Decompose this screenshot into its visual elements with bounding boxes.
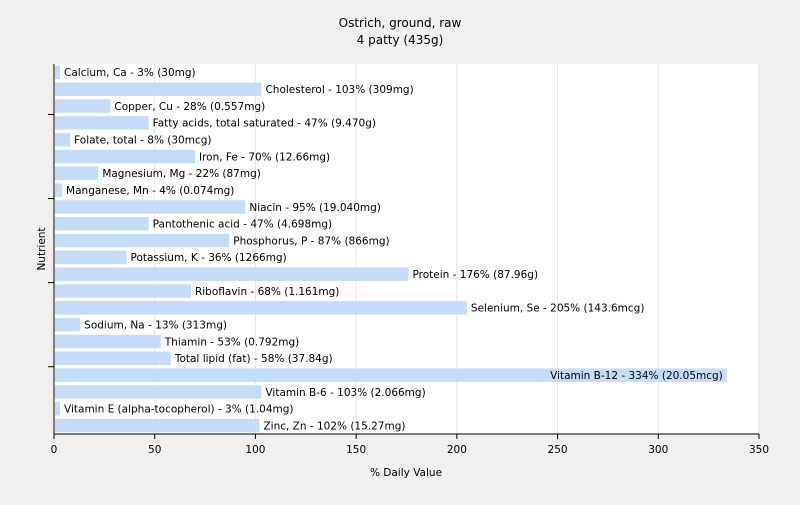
bar bbox=[55, 250, 127, 265]
bar-label: Magnesium, Mg - 22% (87mg) bbox=[102, 168, 261, 180]
bar-label: Calcium, Ca - 3% (30mg) bbox=[64, 67, 196, 79]
chart-subtitle: 4 patty (435g) bbox=[357, 33, 444, 47]
x-tick-label: 200 bbox=[447, 444, 467, 456]
bar bbox=[55, 217, 149, 231]
bar-label: Sodium, Na - 13% (313mg) bbox=[84, 319, 227, 331]
bar-label: Manganese, Mn - 4% (0.074mg) bbox=[66, 185, 234, 197]
bar-label: Thiamin - 53% (0.792mg) bbox=[164, 336, 300, 348]
bar-label: Protein - 176% (87.96g) bbox=[413, 269, 539, 281]
bar bbox=[55, 418, 260, 433]
bar-label: Potassium, K - 36% (1266mg) bbox=[131, 252, 287, 264]
y-axis-label: Nutrient bbox=[36, 227, 48, 270]
bar-label: Riboflavin - 68% (1.161mg) bbox=[195, 286, 339, 298]
bar bbox=[55, 284, 191, 298]
bar-label: Selenium, Se - 205% (143.6mcg) bbox=[471, 303, 645, 315]
bar bbox=[55, 267, 409, 281]
bar-label: Vitamin B-12 - 334% (20.05mcg) bbox=[550, 370, 723, 382]
x-tick-label: 350 bbox=[749, 444, 769, 456]
bar bbox=[55, 116, 149, 130]
bar-label: Vitamin E (alpha-tocopherol) - 3% (1.04m… bbox=[64, 404, 294, 416]
bar bbox=[55, 317, 81, 332]
bar-label: Iron, Fe - 70% (12.66mg) bbox=[199, 151, 330, 163]
bar-label: Folate, total - 8% (30mcg) bbox=[74, 134, 211, 146]
x-tick-label: 150 bbox=[346, 444, 366, 456]
bar bbox=[55, 368, 727, 382]
bar bbox=[55, 183, 63, 197]
x-axis-label: % Daily Value bbox=[370, 467, 442, 479]
chart-title: Ostrich, ground, raw bbox=[339, 16, 462, 30]
bar-label: Phosphorus, P - 87% (866mg) bbox=[233, 235, 389, 247]
x-tick-label: 0 bbox=[51, 444, 58, 456]
x-tick-label: 50 bbox=[148, 444, 161, 456]
bar bbox=[55, 351, 171, 366]
bar bbox=[55, 65, 61, 80]
bar-label: Cholesterol - 103% (309mg) bbox=[265, 84, 413, 96]
bars bbox=[55, 65, 727, 433]
bar bbox=[55, 334, 161, 349]
bar-label: Copper, Cu - 28% (0.557mg) bbox=[114, 101, 265, 113]
bar bbox=[55, 301, 467, 315]
bar bbox=[55, 99, 111, 113]
axes: 0 50 100 150 200 250 300 350 bbox=[48, 64, 769, 456]
bar bbox=[55, 402, 61, 416]
bar bbox=[55, 132, 71, 147]
bar-label: Zinc, Zn - 102% (15.27mg) bbox=[263, 420, 405, 432]
bar bbox=[55, 200, 246, 214]
bar-labels: Calcium, Ca - 3% (30mg) Cholesterol - 103… bbox=[64, 67, 723, 432]
bar-label: Pantothenic acid - 47% (4.698mg) bbox=[153, 219, 332, 231]
x-tick-label: 250 bbox=[548, 444, 568, 456]
x-tick-label: 300 bbox=[648, 444, 668, 456]
bar-label: Fatty acids, total saturated - 47% (9.47… bbox=[153, 118, 376, 130]
x-tick-label: 100 bbox=[245, 444, 265, 456]
bar-label: Total lipid (fat) - 58% (37.84g) bbox=[174, 353, 333, 365]
bar bbox=[55, 166, 99, 181]
bar-label: Niacin - 95% (19.040mg) bbox=[249, 202, 381, 214]
bar-label: Vitamin B-6 - 103% (2.066mg) bbox=[265, 387, 425, 399]
bar bbox=[55, 233, 230, 248]
bar bbox=[55, 149, 195, 164]
bar bbox=[55, 82, 262, 96]
bar bbox=[55, 385, 262, 399]
